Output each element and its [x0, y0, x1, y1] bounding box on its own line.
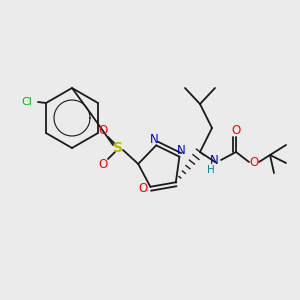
Text: H: H — [207, 165, 215, 175]
Text: N: N — [177, 144, 186, 157]
Text: N: N — [210, 154, 218, 166]
Text: O: O — [249, 155, 259, 169]
Text: O: O — [139, 182, 148, 195]
Text: O: O — [98, 158, 108, 172]
Text: S: S — [113, 141, 123, 155]
Text: N: N — [150, 133, 159, 146]
Text: Cl: Cl — [21, 97, 32, 107]
Text: O: O — [231, 124, 241, 136]
Text: O: O — [98, 124, 108, 137]
